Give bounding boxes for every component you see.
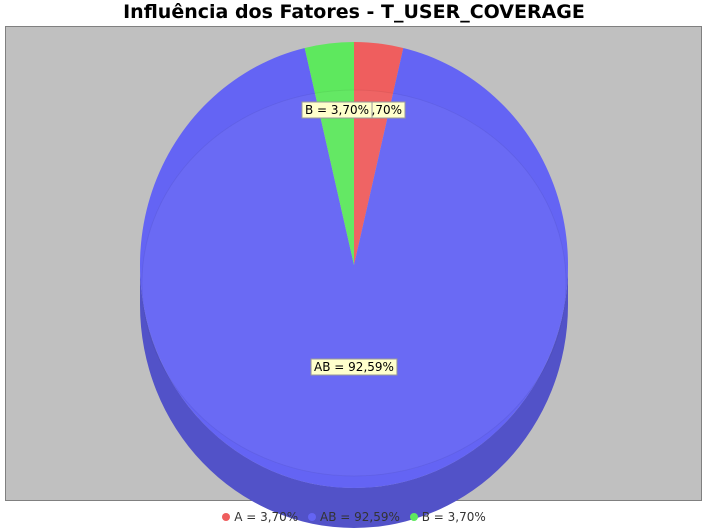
- pie-labels: A = 3,70%AB = 92,59%B = 3,70%: [301, 101, 406, 376]
- legend-label-b: B = 3,70%: [421, 510, 486, 524]
- pie-slice-a: [354, 42, 404, 265]
- pie-slice-ab: [139, 48, 568, 489]
- pie-side-ab: [140, 265, 568, 528]
- legend-marker-b: [409, 513, 418, 521]
- chart-title: Influência dos Fatores - T_USER_COVERAGE: [123, 1, 585, 23]
- legend-item-ab: AB = 92,59%: [308, 510, 400, 524]
- legend-marker-a: [222, 513, 231, 521]
- legend-label-ab: AB = 92,59%: [320, 510, 400, 524]
- svg-text:B = 3,70%: B = 3,70%: [305, 103, 369, 117]
- legend: A = 3,70% AB = 92,59% B = 3,70%: [0, 510, 708, 524]
- pie-top: [139, 42, 568, 489]
- pie-label-b: B = 3,70%: [301, 101, 373, 119]
- pie-label-ab: AB = 92,59%: [310, 358, 398, 376]
- legend-label-a: A = 3,70%: [234, 510, 299, 524]
- svg-text:AB = 92,59%: AB = 92,59%: [314, 360, 394, 374]
- pie-slice-b: [304, 42, 354, 265]
- legend-item-b: B = 3,70%: [409, 510, 486, 524]
- pie-bevel: [141, 89, 567, 477]
- pie-depth: [140, 265, 568, 528]
- legend-marker-ab: [308, 513, 317, 521]
- legend-item-a: A = 3,70%: [222, 510, 298, 524]
